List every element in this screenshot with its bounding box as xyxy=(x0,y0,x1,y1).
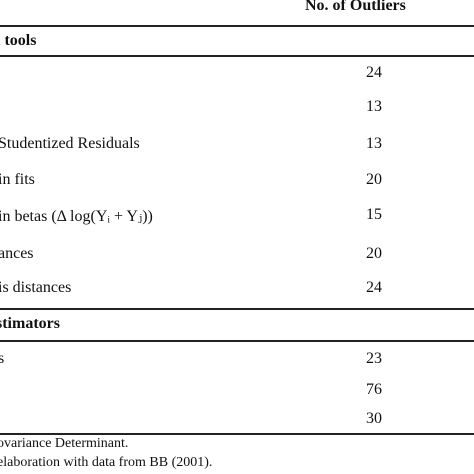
table-note: elaboration with data from BB (2001). xyxy=(0,455,213,470)
section-title-tools: l tools xyxy=(0,32,37,49)
row-label: is distances xyxy=(0,279,72,296)
table-bottom-rule xyxy=(0,433,474,435)
cell-value: 20 xyxy=(366,171,382,188)
section-rule-top-estimators xyxy=(0,308,474,310)
cell-value: 76 xyxy=(366,381,382,398)
column-header-outliers: No. of Outliers xyxy=(305,0,406,14)
header-rule xyxy=(0,25,474,27)
row-label: ances xyxy=(0,245,34,262)
row-label: in betas (Δ log(Yᵢ + Yⱼ)) xyxy=(0,208,153,225)
cell-value: 20 xyxy=(366,245,382,262)
cell-value: 13 xyxy=(366,98,382,115)
row-label: in fits xyxy=(0,171,35,188)
cell-value: 15 xyxy=(366,206,382,223)
section-rule-estimators xyxy=(0,340,474,342)
section-title-estimators: stimators xyxy=(0,315,60,332)
section-rule-tools xyxy=(0,55,474,57)
row-label: Studentized Residuals xyxy=(0,135,140,152)
cell-value: 30 xyxy=(366,410,382,427)
cell-value: 24 xyxy=(366,279,382,296)
cell-value: 13 xyxy=(366,135,382,152)
row-label: s xyxy=(0,350,5,367)
cell-value: 23 xyxy=(366,350,382,367)
table-note: ovariance Determinant. xyxy=(0,436,129,451)
cell-value: 24 xyxy=(366,64,382,81)
